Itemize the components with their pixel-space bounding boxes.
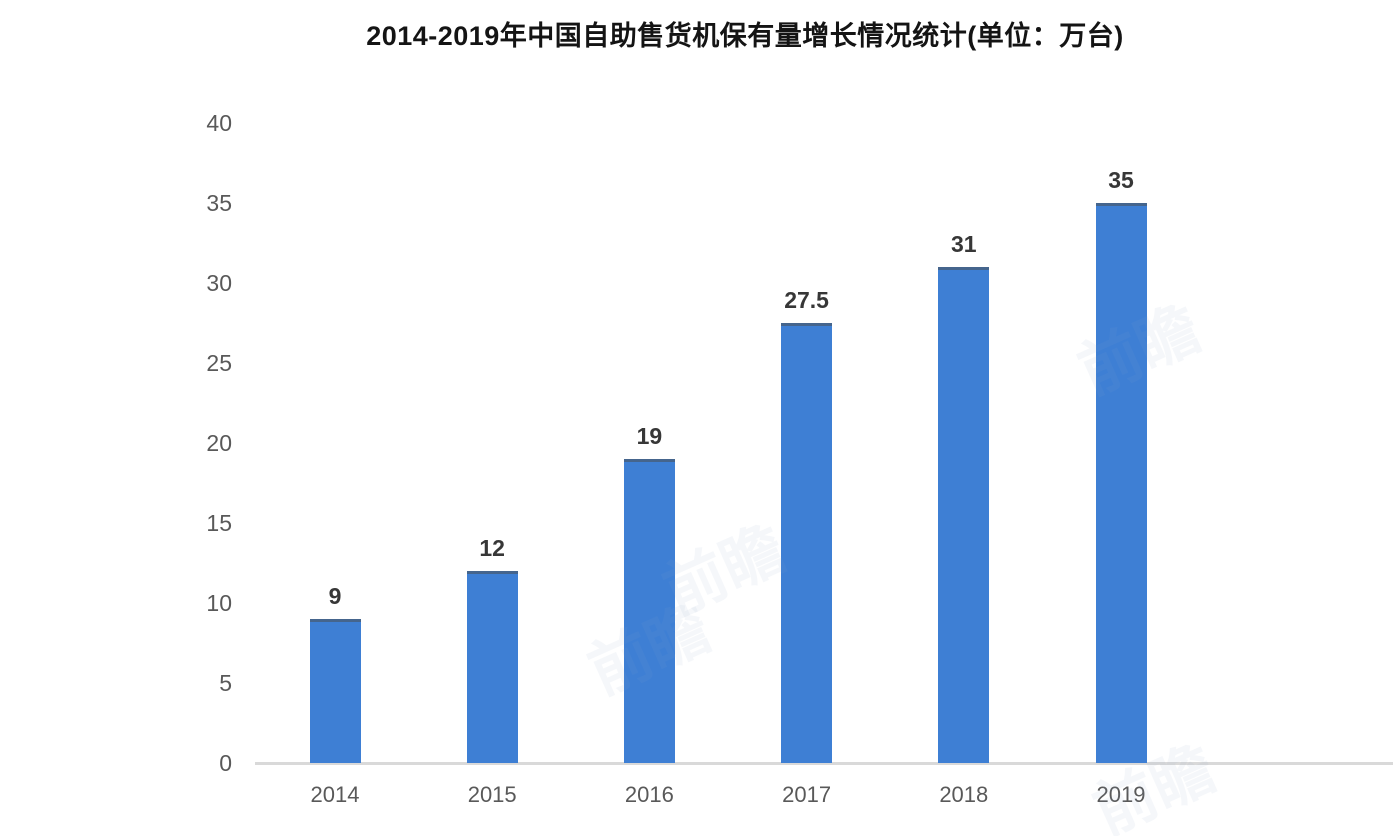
bar-2017 [781,323,833,763]
x-tick-label-2017: 2017 [782,782,832,807]
y-tick-label: 20 [206,430,232,456]
x-tick-label-2018: 2018 [939,782,989,807]
y-tick-label: 5 [219,670,232,696]
y-tick-label: 10 [206,590,232,616]
value-label-2015: 12 [479,535,505,561]
y-tick-label: 35 [206,190,232,216]
bar-2014 [309,619,361,763]
y-tick-label: 30 [206,270,232,296]
y-tick-label: 40 [206,110,232,136]
value-label-2016: 19 [636,423,663,449]
x-axis-line [255,762,1393,765]
y-tick-label: 0 [219,750,232,776]
value-label-2014: 9 [328,583,342,609]
value-label-2019: 35 [1108,167,1134,193]
value-label-2017: 27.5 [784,287,829,313]
x-tick-label-2015: 2015 [467,782,517,807]
x-tick-label-2016: 2016 [624,782,674,807]
bar-2019 [1095,203,1147,763]
bar-2018 [938,267,990,763]
bar-2015 [466,571,518,763]
y-tick-label: 25 [206,350,232,376]
x-tick-label-2014: 2014 [310,782,360,807]
y-tick-label: 15 [206,510,232,536]
x-tick-label-2019: 2019 [1096,782,1146,807]
bar-2016 [623,459,675,763]
value-label-2018: 31 [951,231,977,257]
chart-title: 2014-2019年中国自助售货机保有量增长情况统计(单位：万台) [366,21,1124,51]
